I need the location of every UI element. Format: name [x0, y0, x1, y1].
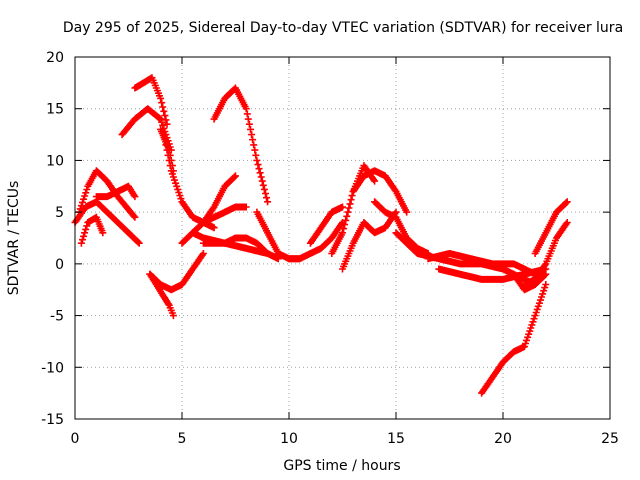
y-tick-label: 20	[46, 50, 64, 66]
data-point-markers	[349, 167, 411, 216]
series-arc-c	[77, 213, 107, 247]
data-point-markers	[424, 250, 539, 278]
data-point-markers	[339, 208, 400, 273]
y-tick-label: -15	[41, 412, 64, 428]
x-tick-label: 10	[280, 431, 298, 447]
series-arc-ac	[510, 270, 550, 294]
series-arc-t	[339, 208, 400, 273]
series-arc-o	[189, 229, 282, 263]
data-point-markers	[199, 203, 250, 226]
data-point-markers	[306, 203, 346, 247]
x-tick-label: 25	[601, 431, 619, 447]
series-arc-d	[92, 182, 139, 201]
x-axis-label: GPS time / hours	[283, 458, 400, 474]
series-arc-e	[118, 105, 175, 154]
series-arc-u	[349, 167, 411, 216]
series-arc-y	[435, 265, 550, 283]
series-arc-f	[131, 74, 171, 128]
data-point-markers	[285, 219, 346, 263]
x-tick-label: 15	[387, 431, 405, 447]
x-tick-label: 20	[494, 431, 512, 447]
data-point-markers	[531, 198, 571, 257]
series-arc-l	[199, 203, 250, 226]
data-point-markers	[189, 229, 282, 263]
data-point-markers	[371, 198, 432, 257]
series-arc-m	[210, 84, 272, 206]
series-arc-q	[285, 219, 346, 263]
data-point-markers	[210, 84, 272, 206]
y-tick-label: 10	[46, 153, 64, 169]
y-tick-label: -10	[41, 360, 64, 376]
grid	[75, 57, 610, 419]
plot-frame	[74, 56, 611, 420]
ticks: 0 5 10 15 20 25 -15 -10 -5 0 5 10 15 20	[41, 50, 619, 447]
series-arc-v	[371, 198, 432, 257]
data-point-markers	[478, 281, 550, 397]
y-tick-label: -5	[50, 309, 64, 325]
data-point-markers	[118, 105, 175, 154]
series-arc-x	[424, 250, 539, 278]
chart-title: Day 295 of 2025, Sidereal Day-to-day VTE…	[63, 20, 623, 36]
x-tick-label: 5	[178, 431, 187, 447]
y-axis-label: SDTVAR / TECUs	[6, 181, 22, 296]
data-point-markers	[92, 182, 139, 201]
y-tick-label: 5	[55, 205, 64, 221]
y-tick-label: 15	[46, 102, 64, 118]
data-point-markers	[131, 74, 171, 128]
data-point-markers	[146, 270, 177, 320]
data-point-markers	[77, 213, 107, 247]
x-tick-label: 0	[71, 431, 80, 447]
data-point-markers	[510, 270, 550, 294]
y-tick-label: 0	[55, 257, 64, 273]
data-point-markers	[435, 265, 550, 283]
series-arc-r	[306, 203, 346, 247]
series-arc-ab	[531, 198, 571, 257]
series-arc-z	[478, 281, 550, 397]
series-layer	[71, 74, 571, 397]
series-arc-j	[146, 270, 177, 320]
